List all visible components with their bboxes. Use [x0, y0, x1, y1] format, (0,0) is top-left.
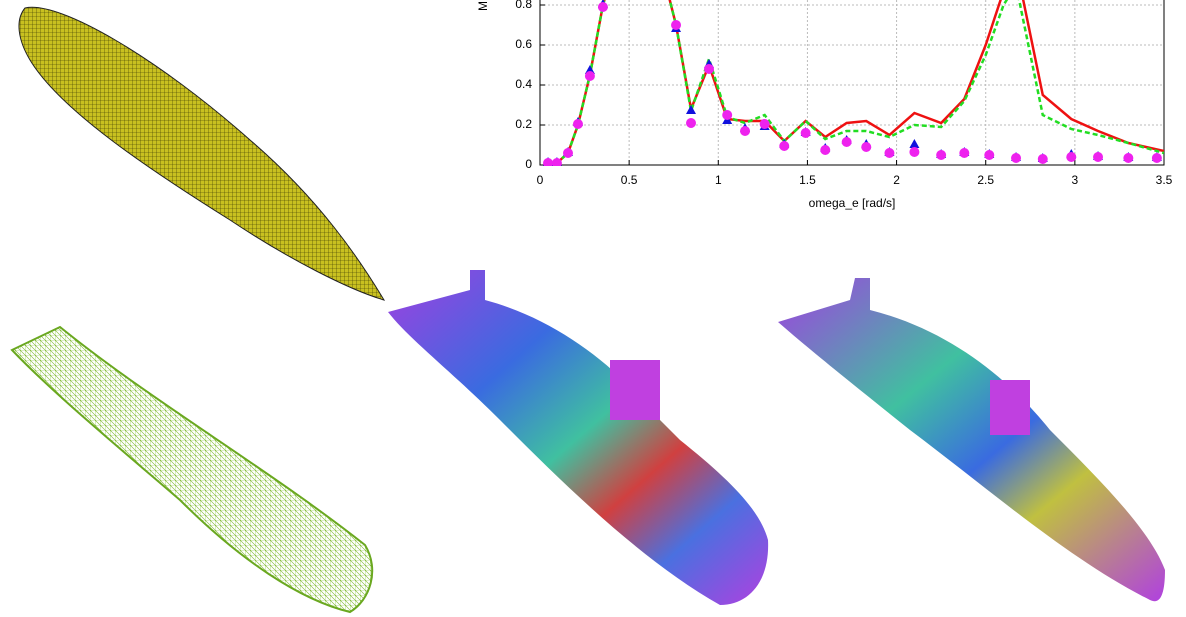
series-line: [548, 0, 1164, 165]
circle-marker: [686, 118, 696, 128]
circle-marker: [760, 119, 770, 129]
circle-marker: [884, 148, 894, 158]
triangle-marker: [686, 105, 696, 114]
y-tick-label: 0: [525, 157, 532, 171]
x-axis-label: omega_e [rad/s]: [809, 196, 896, 210]
x-tick-label: 2.5: [977, 173, 994, 187]
circle-marker: [936, 150, 946, 160]
circle-marker: [1123, 153, 1133, 163]
circle-marker: [563, 148, 573, 158]
y-tick-label: 0.2: [515, 117, 532, 131]
y-axis-label: M: [476, 1, 490, 11]
y-tick-label: 0.4: [515, 77, 532, 91]
page: M omega_e [rad/s] 0 0.2 0.4 0.6 0.8 0 0.5 1 1.5 2…: [0, 0, 1186, 617]
circle-marker: [861, 142, 871, 152]
circle-marker: [740, 126, 750, 136]
circle-marker: [722, 110, 732, 120]
series-line: [548, 0, 1164, 165]
circle-marker: [959, 148, 969, 158]
circle-marker: [598, 2, 608, 12]
circle-marker: [585, 71, 595, 81]
triangle-marker: [909, 139, 919, 148]
circle-marker: [552, 158, 562, 168]
x-tick-label: 0: [537, 173, 544, 187]
x-tick-label: 1.5: [799, 173, 816, 187]
circle-marker: [909, 147, 919, 157]
circle-marker: [1038, 154, 1048, 164]
ship-mesh-yellow: [19, 7, 384, 300]
circle-marker: [1066, 152, 1076, 162]
ship-wireframe-green: [12, 327, 372, 612]
x-tick-label: 2: [893, 173, 900, 187]
circle-marker: [573, 119, 583, 129]
series-group: [543, 0, 1164, 168]
circle-marker: [1152, 153, 1162, 163]
x-tick-label: 0.5: [621, 173, 638, 187]
circle-marker: [1011, 153, 1021, 163]
figure: M omega_e [rad/s] 0 0.2 0.4 0.6 0.8 0 0.5 1 1.5 2…: [0, 0, 1186, 617]
plot-frame: [540, 0, 1164, 165]
circle-marker: [801, 128, 811, 138]
circle-marker: [820, 145, 830, 155]
ship-fem-1: [388, 270, 768, 605]
ship-fem-2: [778, 278, 1165, 601]
plot: M omega_e [rad/s] 0 0.2 0.4 0.6 0.8 0 0.5 1 1.5 2…: [476, 0, 1172, 210]
y-tick-label: 0.8: [515, 0, 532, 11]
circle-marker: [704, 64, 714, 74]
y-tick-label: 0.6: [515, 37, 532, 51]
x-tick-label: 3: [1072, 173, 1079, 187]
circle-marker: [1093, 152, 1103, 162]
x-tick-label: 1: [715, 173, 722, 187]
circle-marker: [543, 158, 553, 168]
x-tick-label: 3.5: [1156, 173, 1173, 187]
circle-marker: [671, 20, 681, 30]
circle-marker: [842, 137, 852, 147]
circle-marker: [984, 150, 994, 160]
circle-marker: [779, 141, 789, 151]
